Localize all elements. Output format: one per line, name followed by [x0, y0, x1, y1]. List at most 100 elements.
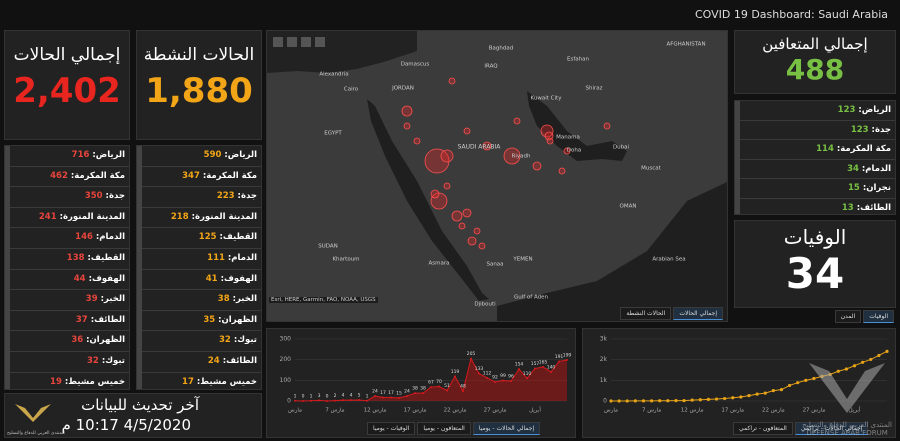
y-tick-label: 2k: [600, 356, 608, 363]
tab[interactable]: إجمالي الحالات: [673, 307, 723, 320]
city-count: 17: [182, 376, 194, 387]
data-label: 1: [310, 393, 313, 399]
point: [342, 399, 344, 402]
map-label: Esfahan: [567, 57, 590, 63]
case-circle[interactable]: [603, 122, 611, 130]
tab[interactable]: المتعافون - يوميا: [417, 422, 471, 435]
case-circle[interactable]: [478, 242, 486, 250]
point: [658, 399, 662, 403]
point: [518, 368, 520, 371]
case-circle[interactable]: [558, 167, 566, 175]
city-name: المدينة المنورة:: [191, 211, 257, 222]
case-circle[interactable]: [463, 127, 471, 135]
city-name: الهفوف:: [220, 273, 257, 284]
map-label: IRAQ: [484, 64, 498, 70]
tab[interactable]: إجمالي الحالات - يوميا: [472, 422, 541, 435]
y-tick-label: 1k: [600, 377, 608, 384]
city-count: 123: [850, 124, 869, 135]
point: [682, 398, 686, 403]
point: [382, 396, 384, 399]
point: [674, 398, 678, 403]
case-circle[interactable]: [563, 147, 571, 155]
active-cases-list: الرياض: 590 مكة المكرمة: 347 جدة: 223 المدي…: [136, 145, 262, 390]
map-label: Djibouti: [474, 302, 496, 308]
data-label: 112: [483, 370, 492, 376]
point: [550, 371, 552, 374]
case-circle[interactable]: [451, 210, 463, 222]
data-label: 48: [460, 384, 466, 390]
map[interactable]: Alexandria Cairo JORDAN Damascus Baghdad IRAQ…: [267, 31, 728, 322]
case-circle[interactable]: [458, 222, 466, 230]
case-circle[interactable]: [462, 208, 472, 218]
city-name: الرياض:: [92, 150, 125, 160]
case-circle[interactable]: [540, 124, 554, 138]
x-tick-label: أبريل: [849, 406, 861, 414]
point: [438, 385, 440, 388]
data-label: 38: [412, 386, 418, 392]
case-circle[interactable]: [473, 227, 481, 235]
x-tick-label: مارس 7: [642, 408, 661, 414]
case-circle[interactable]: [413, 137, 421, 145]
city-count: 462: [50, 170, 68, 181]
case-circle[interactable]: [403, 122, 411, 130]
tab[interactable]: المدن: [834, 310, 862, 323]
point: [374, 395, 376, 398]
point: [625, 399, 629, 403]
case-circle[interactable]: [482, 141, 492, 151]
tool-button[interactable]: [301, 37, 311, 47]
city-name: الظهران:: [86, 335, 125, 346]
city-name: القطيف:: [219, 232, 258, 243]
data-label: 67: [428, 380, 434, 386]
case-circle[interactable]: [443, 182, 451, 190]
map-label: Asmara: [429, 261, 450, 267]
case-circle[interactable]: [513, 117, 521, 125]
case-circle[interactable]: [430, 189, 440, 199]
point: [494, 380, 496, 383]
list-row: الرياض: 123: [735, 101, 895, 121]
point: [470, 357, 472, 360]
tool-button[interactable]: [273, 37, 283, 47]
tab[interactable]: الحالات النشطة: [620, 307, 672, 320]
case-circle[interactable]: [546, 137, 554, 145]
forum-logo: [15, 404, 51, 422]
list-row: تبوك: 32: [137, 331, 261, 352]
case-circle[interactable]: [401, 105, 413, 117]
cumulative-chart: 0 1k 2k 3k مارس مارس 7 مارس 12 مارس 17 مارس 22 ما…: [600, 336, 889, 414]
list-row: الطائف: 24: [137, 352, 261, 373]
point: [714, 397, 719, 401]
x-tick-label: أبريل: [529, 406, 541, 414]
tab[interactable]: إجمالي الحالات - تراكمي: [794, 422, 869, 435]
active-cases-card: الحالات النشطة 1,880: [136, 30, 262, 140]
card-value: 488: [785, 53, 845, 86]
tool-button[interactable]: [287, 37, 297, 47]
point: [763, 391, 767, 395]
point: [334, 399, 336, 402]
y-tick-label: 100: [280, 377, 292, 384]
point: [861, 360, 865, 364]
case-circle[interactable]: [424, 148, 450, 174]
case-circle[interactable]: [467, 236, 477, 246]
data-label: 140: [547, 365, 556, 371]
case-circle[interactable]: [532, 161, 542, 171]
map-label: Sanaa: [486, 262, 503, 268]
tab[interactable]: الوفيات - يوميا: [367, 422, 416, 435]
card-label: إجمالي الحالات: [13, 45, 121, 65]
list-row: الرياض: 716: [5, 146, 129, 167]
data-label: 133: [475, 366, 484, 372]
data-label: 199: [563, 352, 572, 358]
point: [446, 389, 448, 392]
tab[interactable]: الوفيات: [863, 310, 894, 323]
tab[interactable]: المتعافون - تراكمي: [733, 422, 793, 435]
list-row: المدينة المنورة: 241: [5, 208, 129, 229]
case-circle[interactable]: [503, 147, 521, 165]
y-tick-label: 300: [280, 336, 292, 343]
map-label: Muscat: [641, 166, 661, 172]
case-circle[interactable]: [448, 77, 456, 85]
persian-gulf: [527, 91, 627, 161]
list-row: الخبر: 39: [5, 290, 129, 311]
last-update-panel: آخر تحديث للبيانات 4/5/2020 10:17 م المن…: [4, 393, 262, 438]
case-circle[interactable]: [440, 149, 454, 163]
point: [534, 367, 536, 370]
tool-button[interactable]: [315, 37, 325, 47]
point: [666, 399, 670, 403]
